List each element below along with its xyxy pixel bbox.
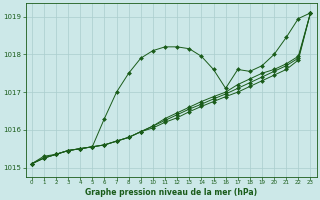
X-axis label: Graphe pression niveau de la mer (hPa): Graphe pression niveau de la mer (hPa) (85, 188, 257, 197)
